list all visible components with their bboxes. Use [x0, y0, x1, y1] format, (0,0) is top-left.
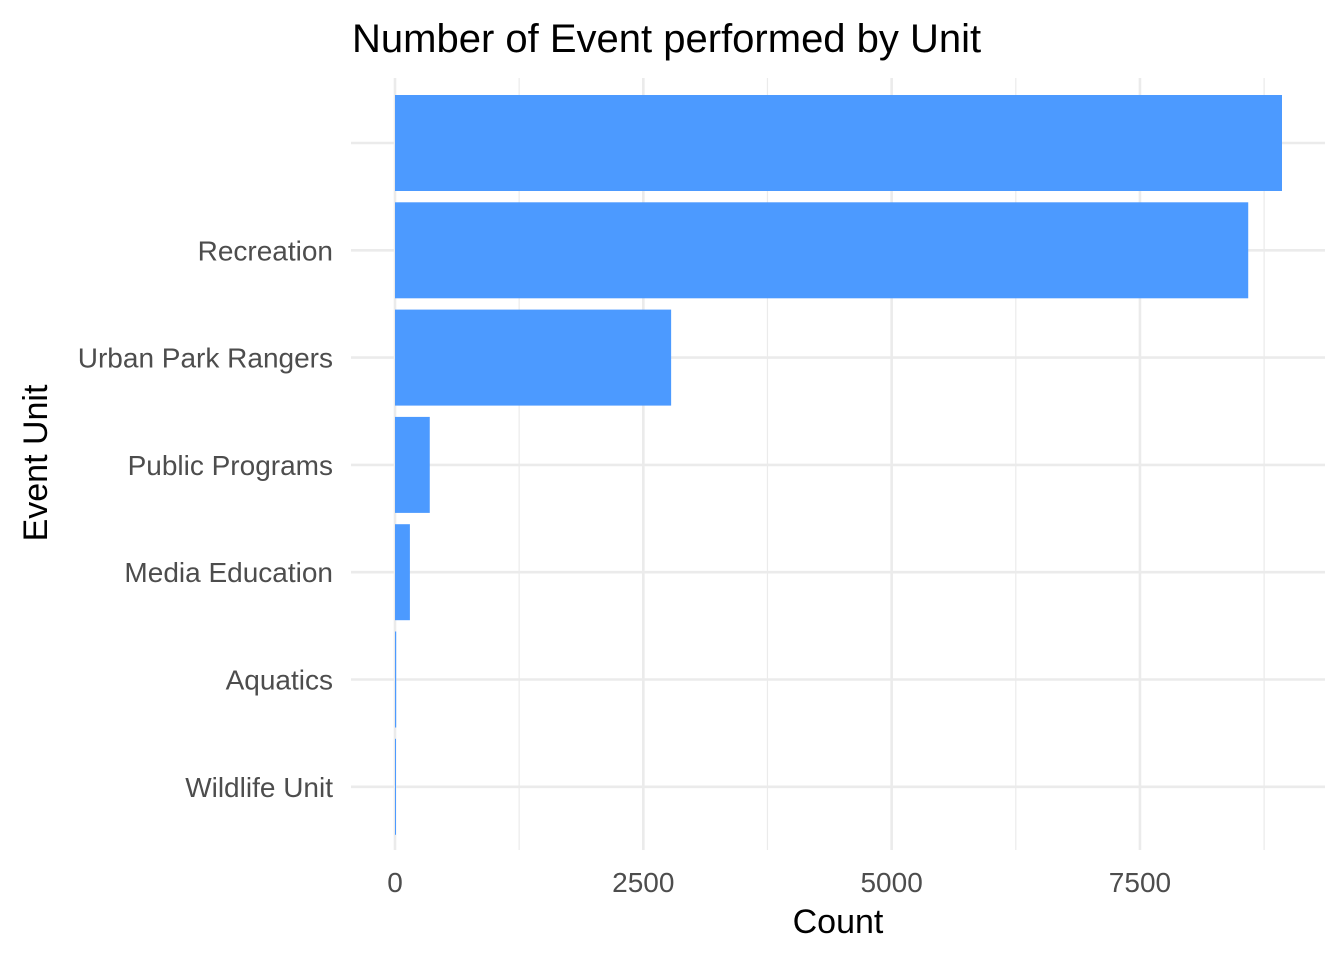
- bar-wildlife-unit: [395, 738, 396, 835]
- grid-lines: [351, 78, 1325, 850]
- x-axis-title: Count: [793, 903, 884, 941]
- bar-media-education: [395, 524, 410, 621]
- x-tick-label: 7500: [1109, 867, 1171, 898]
- bar-urban-park-rangers: [395, 309, 672, 406]
- x-tick-label: 5000: [860, 867, 922, 898]
- y-tick-label: Wildlife Unit: [185, 772, 333, 803]
- bar-public-programs: [395, 416, 430, 513]
- bar-aquatics: [395, 631, 397, 728]
- x-tick-label: 0: [387, 867, 403, 898]
- bar-recreation: [395, 202, 1249, 299]
- bars: [395, 95, 1282, 835]
- y-axis-title: Event Unit: [17, 384, 55, 541]
- x-tick-label: 2500: [612, 867, 674, 898]
- chart-title: Number of Event performed by Unit: [352, 17, 981, 61]
- y-tick-labels: Recreation Urban Park Rangers Public Progr…: [78, 235, 333, 803]
- y-tick-label: Recreation: [198, 235, 333, 266]
- y-tick-label: Media Education: [124, 557, 333, 588]
- bar-unlabeled: [395, 95, 1282, 191]
- y-tick-label: Urban Park Rangers: [78, 343, 333, 374]
- x-tick-labels: 0 2500 5000 7500: [387, 867, 1171, 898]
- y-tick-label: Aquatics: [226, 665, 333, 696]
- y-tick-label: Public Programs: [128, 450, 333, 481]
